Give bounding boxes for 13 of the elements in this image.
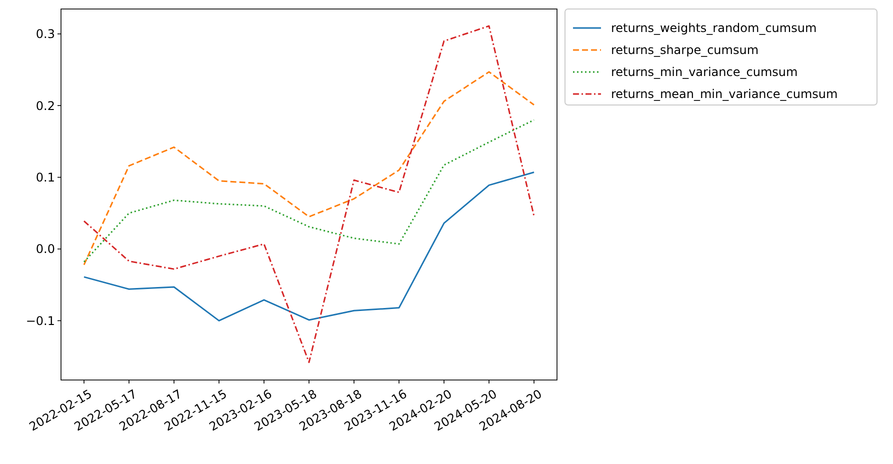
line-series (83, 119, 535, 263)
y-tick-label: 0.2 (36, 98, 55, 113)
line-series (83, 71, 535, 266)
line-series (83, 25, 535, 364)
legend-label: returns_sharpe_cumsum (611, 43, 759, 58)
y-tick-label: 0.0 (36, 242, 55, 256)
y-tick-label: 0.3 (36, 27, 55, 42)
y-tick-label: 0.1 (36, 170, 55, 184)
legend-label: returns_mean_min_variance_cumsum (611, 87, 838, 102)
legend-label: returns_weights_random_cumsum (611, 21, 817, 36)
legend-label: returns_min_variance_cumsum (611, 65, 798, 80)
y-tick-label: −0.1 (26, 314, 55, 328)
line-series (83, 172, 535, 322)
